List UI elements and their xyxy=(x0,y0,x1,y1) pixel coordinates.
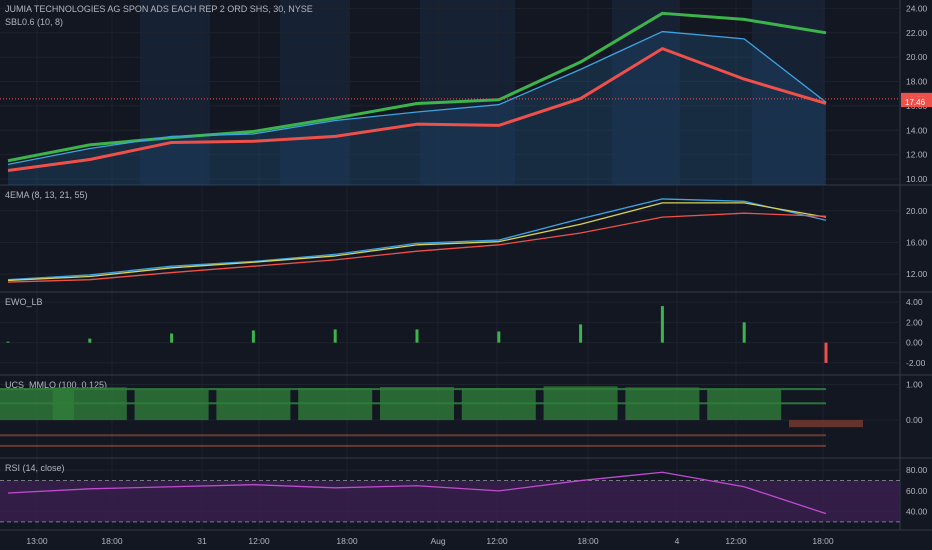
y-tick-label: 16.00 xyxy=(906,237,928,247)
bar xyxy=(52,387,127,421)
bar xyxy=(251,330,255,343)
y-tick-label: 14.00 xyxy=(906,125,928,135)
time-tick-label: 18:00 xyxy=(101,536,123,546)
rsi-band xyxy=(0,480,900,522)
bar xyxy=(6,341,10,343)
bar xyxy=(380,387,454,421)
y-tick-label: 24.00 xyxy=(906,3,928,13)
time-tick-label: 31 xyxy=(197,536,207,546)
pane-title: 4EMA (8, 13, 21, 55) xyxy=(5,190,88,200)
y-tick-label: 40.00 xyxy=(906,507,928,517)
y-tick-label: 18.00 xyxy=(906,77,928,87)
series-line-purple_line xyxy=(7,471,827,515)
time-tick-label: 12:00 xyxy=(725,536,747,546)
time-tick-label: 18:00 xyxy=(577,536,599,546)
bar xyxy=(824,342,828,363)
y-tick-label: 1.00 xyxy=(906,380,923,390)
second-price-label: 17.46 xyxy=(905,98,926,107)
bar xyxy=(543,386,618,421)
y-tick-label: 10.00 xyxy=(906,174,928,184)
y-tick-label: 20.00 xyxy=(906,206,928,216)
series-line-red xyxy=(7,212,827,283)
bar xyxy=(707,389,782,421)
blue-area xyxy=(8,31,826,186)
y-tick-label: 4.00 xyxy=(906,297,923,307)
time-tick-label: 18:00 xyxy=(812,536,834,546)
y-tick-label: 20.00 xyxy=(906,52,928,62)
pane-title: RSI (14, close) xyxy=(5,463,65,473)
bar xyxy=(88,338,92,343)
bar xyxy=(789,420,863,428)
series-line-blue xyxy=(7,30,827,166)
time-tick-label: 12:00 xyxy=(486,536,508,546)
series-line-red xyxy=(7,47,827,172)
symbol-header: JUMIA TECHNOLOGIES AG SPON ADS EACH REP … xyxy=(5,4,313,14)
bar xyxy=(497,331,501,343)
pane-title: EWO_LB xyxy=(5,297,43,307)
y-tick-label: 80.00 xyxy=(906,465,928,475)
y-tick-label: 2.00 xyxy=(906,317,923,327)
series-line-yellow xyxy=(7,202,827,282)
time-tick-label: 12:00 xyxy=(248,536,270,546)
bar xyxy=(216,388,291,421)
time-tick-label: 18:00 xyxy=(336,536,358,546)
y-tick-label: 0.00 xyxy=(906,415,923,425)
y-tick-label: 0.00 xyxy=(906,338,923,348)
bar xyxy=(625,387,700,421)
level-band xyxy=(0,444,826,447)
bar xyxy=(742,322,746,343)
time-tick-label: 4 xyxy=(675,536,680,546)
bar xyxy=(461,388,536,421)
bar xyxy=(298,388,373,421)
bar xyxy=(333,329,337,343)
bar xyxy=(170,333,174,343)
time-tick-label: Aug xyxy=(430,536,445,546)
y-tick-label: 22.00 xyxy=(906,28,928,38)
pane-title: SBL0.6 (10, 8) xyxy=(5,17,63,27)
bar xyxy=(134,389,209,421)
bar xyxy=(579,324,583,343)
bar xyxy=(415,329,419,343)
second-price-tag xyxy=(901,96,932,108)
y-tick-label: -2.00 xyxy=(906,358,926,368)
y-tick-label: 60.00 xyxy=(906,486,928,496)
y-tick-label: 12.00 xyxy=(906,269,928,279)
series-line-blue xyxy=(7,198,827,281)
level-band xyxy=(0,434,826,437)
y-tick-label: 12.00 xyxy=(906,150,928,160)
pane-title: UCS_MMLO (100, 0.125) xyxy=(5,380,107,390)
time-tick-label: 13:00 xyxy=(26,536,48,546)
bar xyxy=(660,306,664,343)
